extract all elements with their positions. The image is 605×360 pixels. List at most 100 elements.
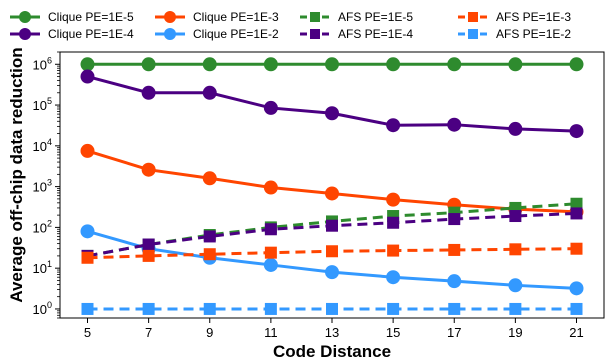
data-point: [447, 274, 462, 289]
legend-label: AFS PE=1E-2: [496, 27, 571, 41]
legend-item: Clique PE=1E-2: [155, 27, 279, 41]
x-axis: 5 7 9 11 13 15 17 19 21: [84, 318, 584, 340]
data-point: [386, 192, 401, 207]
data-point: [570, 197, 583, 210]
series-layer: [80, 57, 584, 315]
data-point: [569, 124, 584, 139]
data-point: [325, 57, 339, 72]
plot-area: [59, 51, 605, 319]
y-tick-label: 104: [33, 137, 52, 154]
y-tick-label: 102: [33, 218, 52, 235]
data-point: [387, 244, 400, 257]
data-point: [263, 100, 278, 115]
data-point: [448, 243, 461, 256]
legend-label: AFS PE=1E-3: [496, 10, 571, 24]
y-tick-label: 103: [33, 178, 52, 195]
data-point: [142, 249, 155, 262]
data-point: [447, 57, 462, 72]
data-point: [569, 281, 584, 296]
legend-marker: [164, 11, 176, 23]
data-point: [508, 57, 523, 72]
y-tick-label: 101: [33, 259, 52, 276]
x-tick-label: 7: [145, 325, 152, 340]
data-point: [80, 57, 95, 72]
data-point: [202, 57, 217, 72]
data-point: [264, 223, 277, 236]
legend-item: Clique PE=1E-4: [10, 27, 134, 41]
data-point: [264, 302, 277, 315]
series-line: [87, 149, 577, 214]
legend-marker: [310, 29, 320, 39]
data-point: [448, 213, 461, 226]
data-point: [80, 69, 95, 84]
data-point: [387, 302, 400, 315]
legend-item: AFS PE=1E-4: [300, 27, 413, 41]
legend-item: AFS PE=1E-2: [458, 27, 571, 41]
x-tick-label: 17: [447, 325, 461, 340]
legend-label: AFS PE=1E-5: [338, 10, 413, 24]
x-tick-label: 19: [508, 325, 522, 340]
data-point: [508, 121, 523, 136]
data-point: [142, 238, 155, 251]
data-point: [81, 302, 94, 315]
data-point: [263, 257, 278, 272]
y-tick-label: 100: [33, 300, 52, 317]
data-point: [263, 57, 278, 72]
data-point: [508, 278, 523, 293]
y-axis: 100 101 102 103 104 105 106: [33, 51, 60, 319]
x-tick-label: 13: [325, 325, 339, 340]
legend-label: Clique PE=1E-4: [48, 27, 134, 41]
legend-item: Clique PE=1E-3: [155, 10, 279, 24]
series-clique-pe-1e-2: [80, 224, 584, 296]
legend-label: Clique PE=1E-3: [193, 10, 279, 24]
data-point: [80, 224, 95, 239]
legend-marker: [468, 29, 478, 39]
legend-marker: [310, 12, 320, 22]
data-point: [325, 265, 339, 280]
data-point: [203, 302, 216, 315]
data-point: [509, 302, 522, 315]
legend-label: Clique PE=1E-2: [193, 27, 279, 41]
series-line: [87, 75, 577, 133]
data-point: [263, 180, 278, 195]
y-axis-label: Average off-chip data reduction: [7, 47, 26, 302]
data-point: [509, 210, 522, 223]
x-axis-label: Code Distance: [273, 342, 391, 360]
series-clique-pe-1e-4: [80, 69, 584, 139]
data-point: [325, 106, 339, 121]
data-point: [570, 242, 583, 255]
legend-item: Clique PE=1E-5: [10, 10, 134, 24]
data-point: [386, 118, 401, 133]
legend-marker: [19, 28, 31, 40]
x-tick-label: 11: [264, 325, 278, 340]
series-afs-pe-1e-2: [81, 302, 583, 315]
x-tick-label: 9: [206, 325, 213, 340]
data-point: [509, 243, 522, 256]
data-point: [203, 248, 216, 261]
data-point: [447, 117, 462, 132]
series-line: [87, 229, 577, 290]
data-point: [326, 219, 338, 232]
series-afs-pe-1e-3: [81, 242, 583, 264]
x-tick-label: 5: [84, 325, 91, 340]
data-point: [81, 251, 94, 264]
data-point: [325, 186, 339, 201]
data-point: [387, 216, 400, 229]
data-point: [141, 162, 156, 177]
data-point: [326, 302, 338, 315]
data-point: [570, 302, 583, 315]
data-point: [569, 57, 584, 72]
legend-label: AFS PE=1E-4: [338, 27, 413, 41]
data-point: [570, 207, 583, 220]
data-point: [202, 171, 217, 186]
data-point: [386, 57, 401, 72]
legend-label: Clique PE=1E-5: [48, 10, 134, 24]
legend-marker: [19, 11, 31, 23]
series-clique-pe-1e-5: [80, 57, 584, 72]
data-point: [141, 85, 156, 100]
data-point: [448, 302, 461, 315]
x-tick-label: 15: [386, 325, 400, 340]
data-point: [142, 302, 155, 315]
data-point: [80, 143, 95, 158]
